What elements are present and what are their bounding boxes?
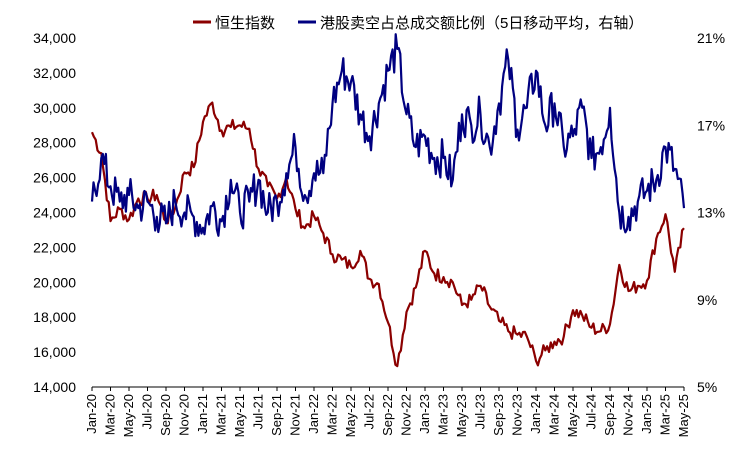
- x-tick-label: Sep-24: [602, 394, 617, 436]
- x-tick-label: May-23: [454, 394, 469, 437]
- x-tick-label: Nov-24: [621, 394, 636, 436]
- x-tick-label: May-21: [232, 394, 247, 437]
- series-line-short-selling-ratio: [90, 33, 686, 238]
- x-tick-label: Jul-23: [473, 394, 488, 429]
- series-line-hsi: [90, 101, 685, 368]
- legend: 恒生指数 港股卖空占总成交额比例（5日移动平均，右轴）: [193, 14, 643, 32]
- legend-label-1: 恒生指数: [215, 15, 275, 32]
- x-tick-label: Jan-25: [639, 394, 654, 434]
- x-tick-label: Sep-22: [380, 394, 395, 436]
- x-tick-label: Jul-24: [584, 394, 599, 429]
- x-tick-label: May-22: [343, 394, 358, 437]
- x-tick-label: May-20: [121, 394, 136, 437]
- y-right-tick-label: 21%: [697, 30, 725, 46]
- legend-label-2: 港股卖空占总成交额比例（5日移动平均，右轴）: [320, 14, 643, 32]
- y-left-tick-label: 16,000: [33, 344, 76, 360]
- x-tick-label: May-24: [565, 394, 580, 437]
- y-left-tick-label: 14,000: [33, 379, 76, 395]
- x-tick-label: Jan-24: [528, 394, 543, 434]
- x-tick-label: Mar-20: [103, 394, 118, 435]
- x-tick-label: Nov-21: [288, 394, 303, 436]
- x-tick-label: Sep-21: [269, 394, 284, 436]
- axes: 14,000 16,000 18,000 20,000 22,000 24,000 26,0…: [33, 30, 725, 437]
- x-tick-label: Nov-20: [177, 394, 192, 436]
- x-tick-label: Jan-23: [417, 394, 432, 434]
- x-tick-label: May-25: [676, 394, 691, 437]
- x-tick-label: Sep-20: [158, 394, 173, 436]
- y-left-tick-label: 26,000: [33, 170, 76, 186]
- x-tick-label: Sep-23: [491, 394, 506, 436]
- y-left-tick-label: 32,000: [33, 65, 76, 81]
- y-left-tick-label: 30,000: [33, 100, 76, 116]
- x-tick-label: Jul-21: [251, 394, 266, 429]
- x-tick-label: Mar-22: [325, 394, 340, 435]
- x-tick-label: Mar-21: [214, 394, 229, 435]
- y-right-tick-label: 9%: [697, 292, 717, 308]
- y-right-tick-label: 5%: [697, 379, 717, 395]
- x-tick-label: Jan-22: [306, 394, 321, 434]
- x-tick-label: Nov-22: [399, 394, 414, 436]
- x-tick-label: Mar-23: [436, 394, 451, 435]
- y-left-tick-label: 20,000: [33, 274, 76, 290]
- y-right-tick-label: 13%: [697, 205, 725, 221]
- x-tick-label: Mar-25: [658, 394, 673, 435]
- y-left-tick-label: 34,000: [33, 30, 76, 46]
- x-tick-label: Jan-20: [84, 394, 99, 434]
- y-right-tick-label: 17%: [697, 117, 725, 133]
- x-tick-label: Mar-24: [547, 394, 562, 435]
- series-lines: [90, 33, 686, 368]
- y-left-tick-label: 22,000: [33, 239, 76, 255]
- y-left-tick-label: 28,000: [33, 135, 76, 151]
- y-left-tick-label: 18,000: [33, 309, 76, 325]
- y-left-tick-label: 24,000: [33, 205, 76, 221]
- x-tick-label: Jul-22: [362, 394, 377, 429]
- x-tick-label: Jul-20: [140, 394, 155, 429]
- x-tick-label: Jan-21: [195, 394, 210, 434]
- x-tick-label: Nov-23: [510, 394, 525, 436]
